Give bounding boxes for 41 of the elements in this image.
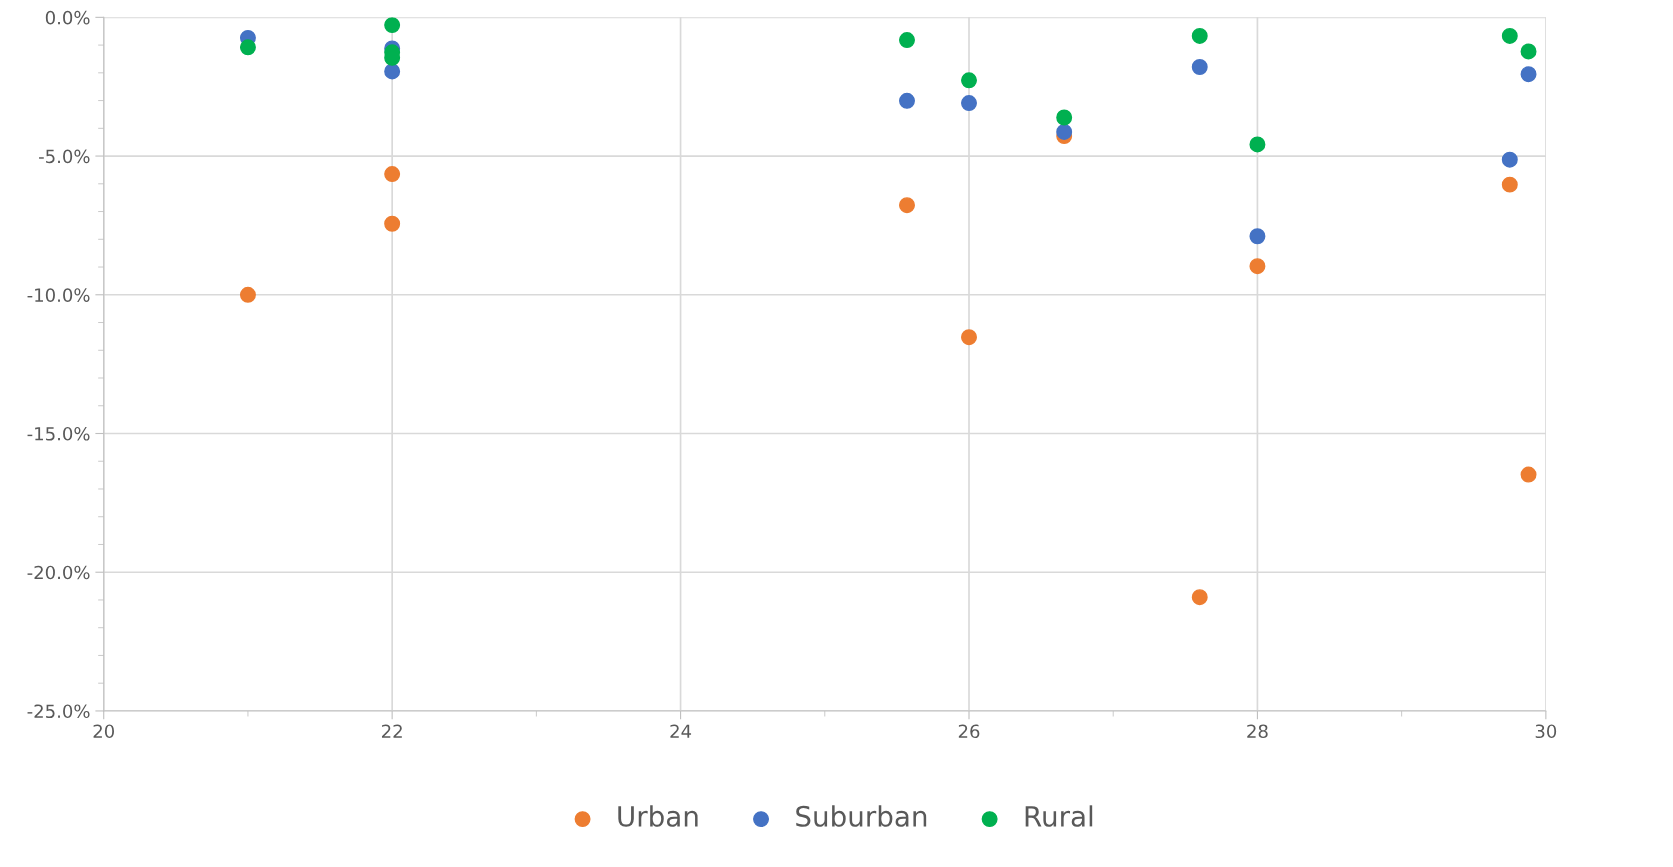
point — [1056, 109, 1073, 126]
point — [1249, 258, 1266, 275]
y-tick-label: -5.0% — [39, 149, 90, 164]
point — [899, 32, 915, 49]
x-tick-label: 24 — [670, 724, 692, 738]
point — [1191, 27, 1208, 44]
point — [384, 17, 401, 34]
point — [1501, 27, 1518, 44]
point — [1056, 123, 1073, 140]
point — [384, 63, 401, 80]
point — [1191, 59, 1208, 75]
y-tick-label: 0.0% — [45, 10, 90, 25]
y-tick-label: -10.0% — [27, 288, 90, 302]
point — [1501, 176, 1518, 193]
x-tick-label: 30 — [1535, 724, 1557, 739]
point — [239, 286, 256, 303]
point — [384, 166, 401, 183]
x-tick-label: 22 — [381, 724, 402, 738]
legend-label: Urban — [618, 805, 698, 827]
point — [239, 39, 256, 56]
x-tick-label: 28 — [1247, 724, 1268, 739]
x-tick-label: 20 — [93, 724, 115, 739]
point — [961, 329, 977, 346]
point — [384, 215, 401, 232]
point — [1501, 151, 1518, 168]
legend-label: Rural — [1025, 805, 1093, 827]
point — [961, 95, 977, 112]
point — [899, 197, 915, 214]
point — [1249, 136, 1266, 153]
legend-label: Suburban — [796, 805, 927, 827]
point — [1191, 589, 1208, 606]
y-tick-label: -25.0% — [27, 704, 90, 719]
point — [1520, 66, 1537, 83]
x-tick-label: 26 — [958, 724, 980, 739]
point — [1520, 43, 1537, 60]
point — [1249, 228, 1266, 245]
point — [1520, 466, 1537, 483]
y-tick-label: -20.0% — [27, 565, 90, 580]
point — [899, 92, 915, 109]
y-tick-label: -15.0% — [27, 426, 90, 441]
point — [961, 72, 977, 89]
